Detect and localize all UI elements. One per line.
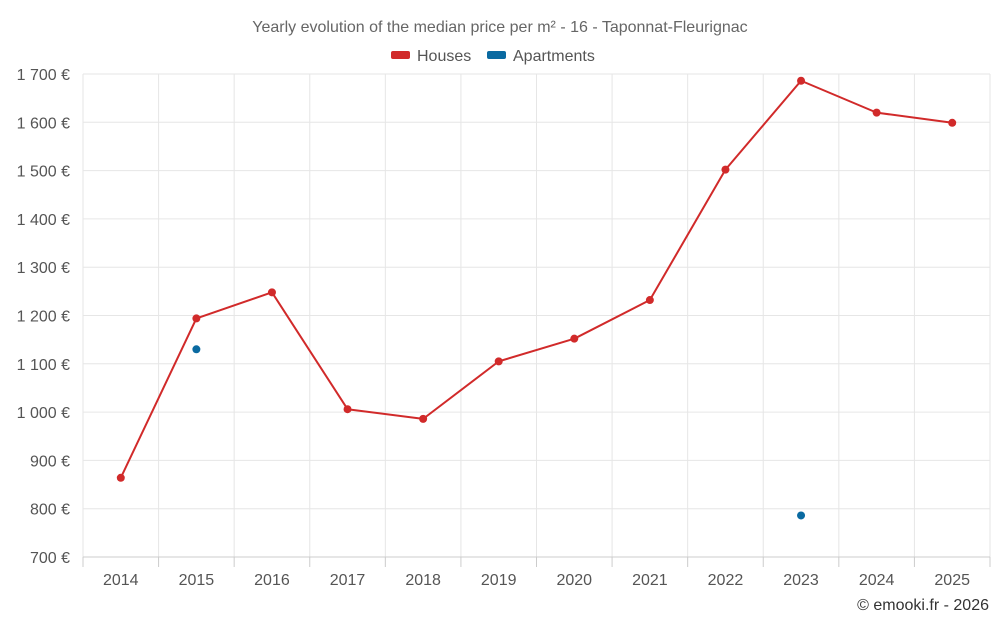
x-tick-label: 2020	[556, 572, 592, 589]
chart-title: Yearly evolution of the median price per…	[252, 19, 747, 36]
y-tick-label: 1 500 €	[17, 164, 70, 181]
y-tick-label: 1 600 €	[17, 115, 70, 132]
x-tick-label: 2021	[632, 572, 668, 589]
legend-item-houses[interactable]: Houses	[391, 48, 471, 65]
x-tick-label: 2015	[179, 572, 215, 589]
legend-label-houses: Houses	[417, 48, 471, 65]
data-point-houses-2019[interactable]	[494, 357, 503, 366]
y-tick-label: 1 300 €	[17, 260, 70, 277]
x-tick-label: 2025	[934, 572, 970, 589]
x-tick-label: 2024	[859, 572, 895, 589]
y-tick-label: 1 700 €	[17, 67, 70, 84]
legend-swatch-apartments	[487, 51, 506, 59]
data-point-houses-2021[interactable]	[645, 296, 654, 305]
x-axis: 2014 2015 2016 2017 2018 2019 2020 2021 2022 2023…	[82, 556, 991, 589]
x-tick-label: 2023	[783, 572, 819, 589]
data-point-houses-2014[interactable]	[116, 473, 125, 482]
legend-swatch-houses	[391, 51, 410, 59]
data-point-houses-2018[interactable]	[419, 414, 428, 423]
y-axis: 700 € 800 € 900 € 1 000 € 1 100 € 1 200 € 1 30…	[17, 67, 70, 567]
data-series	[116, 76, 957, 520]
credit-text: © emooki.fr - 2026	[857, 597, 989, 614]
y-tick-label: 900 €	[30, 453, 70, 470]
legend-item-apartments[interactable]: Apartments	[487, 48, 595, 65]
y-tick-label: 1 400 €	[17, 212, 70, 229]
data-point-houses-2020[interactable]	[570, 334, 579, 343]
x-tick-label: 2022	[708, 572, 744, 589]
x-tick-label: 2016	[254, 572, 290, 589]
data-point-apartments-2023[interactable]	[797, 511, 806, 520]
legend: Houses Apartments	[391, 48, 595, 65]
series-line-houses	[119, 79, 954, 479]
data-point-houses-2016[interactable]	[267, 288, 276, 297]
y-tick-label: 1 100 €	[17, 357, 70, 374]
y-tick-label: 1 000 €	[17, 405, 70, 422]
y-tick-label: 700 €	[30, 550, 70, 567]
gridlines	[82, 73, 991, 557]
data-point-houses-2022[interactable]	[721, 165, 730, 174]
y-tick-label: 1 200 €	[17, 309, 70, 326]
data-point-apartments-2015[interactable]	[192, 345, 201, 354]
legend-label-apartments: Apartments	[513, 48, 595, 65]
x-tick-label: 2014	[103, 572, 139, 589]
y-tick-label: 800 €	[30, 502, 70, 519]
x-tick-label: 2017	[330, 572, 366, 589]
data-point-houses-2025[interactable]	[948, 118, 957, 127]
data-point-houses-2024[interactable]	[872, 108, 881, 117]
x-tick-label: 2019	[481, 572, 517, 589]
data-point-houses-2017[interactable]	[343, 405, 352, 414]
x-tick-label: 2018	[405, 572, 441, 589]
data-point-houses-2015[interactable]	[192, 314, 201, 323]
data-point-houses-2023[interactable]	[797, 76, 806, 85]
